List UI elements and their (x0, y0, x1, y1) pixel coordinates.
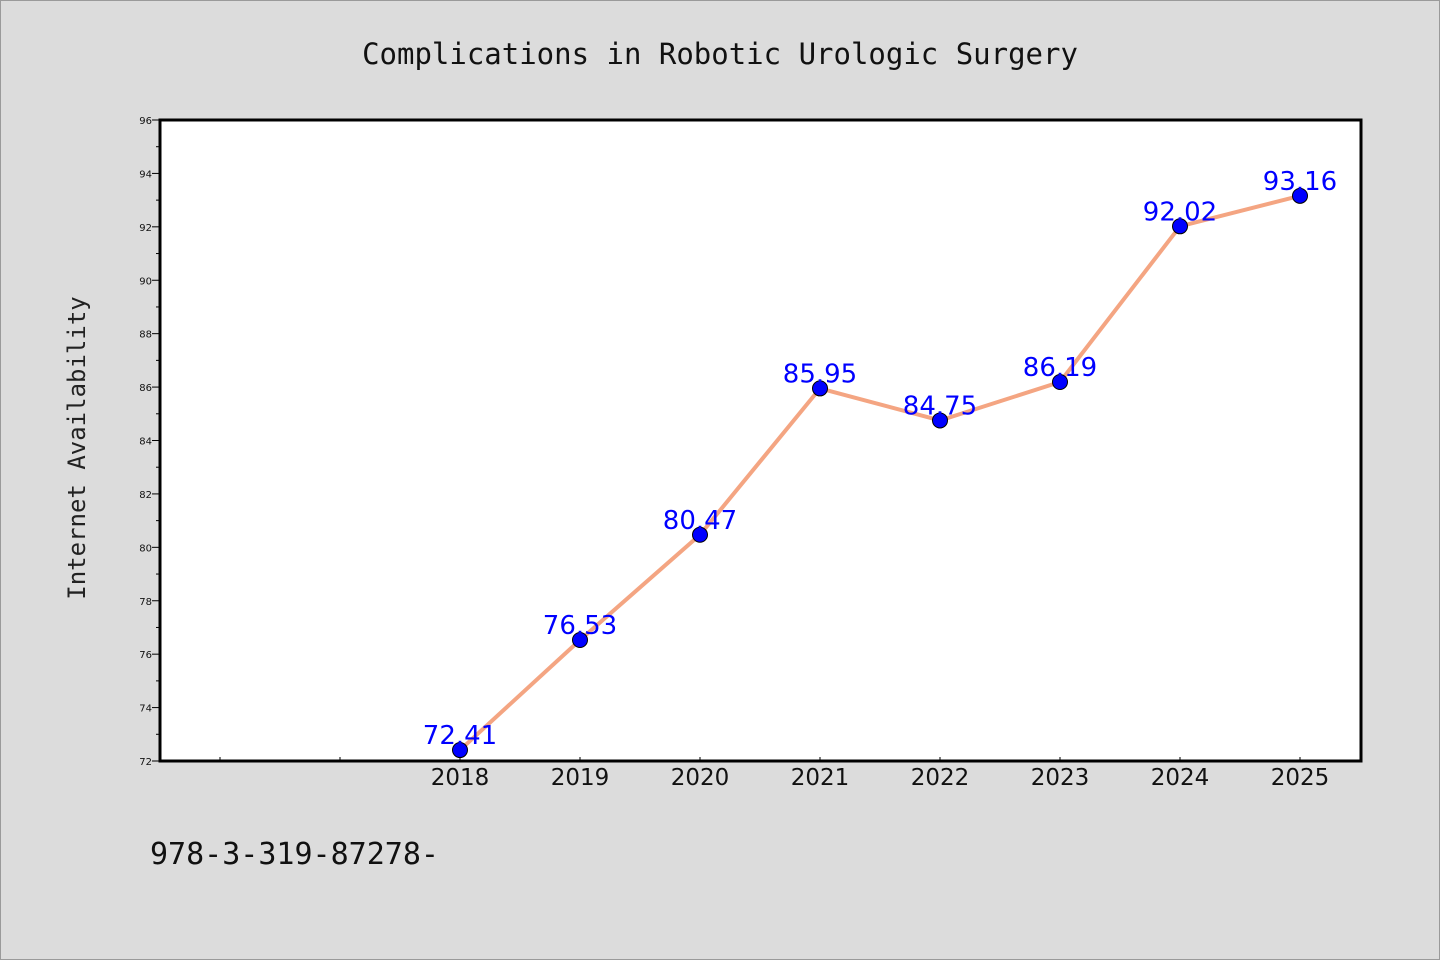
x-tick-label: 2019 (551, 765, 610, 791)
x-tick-label: 2018 (431, 765, 490, 791)
x-tick-label: 2020 (671, 765, 730, 791)
series-layer: 72.41 76.53 80.47 85.95 84.75 86.19 92.02 93.16 (423, 167, 1337, 759)
y-axis-ticks: 72 74 76 78 80 82 84 86 88 90 92 94 96 (139, 116, 160, 768)
data-label: 92.02 (1143, 197, 1217, 227)
x-tick-label: 2025 (1271, 765, 1330, 791)
x-tick-label: 2024 (1151, 765, 1210, 791)
data-point (692, 526, 708, 543)
y-tick-label: 88 (139, 330, 152, 341)
y-axis-label: Internet Availability (63, 296, 91, 599)
data-point (452, 742, 468, 759)
data-point (572, 632, 588, 649)
data-label: 80.47 (663, 506, 737, 536)
x-axis-ticks: 2018 2019 2020 2021 2022 2023 2024 2025 (219, 757, 1330, 791)
data-point (812, 380, 828, 397)
y-tick-label: 72 (139, 757, 152, 768)
y-tick-label: 74 (139, 704, 152, 715)
chart-title: Complications in Robotic Urologic Surger… (362, 37, 1078, 71)
y-tick-label: 76 (139, 650, 152, 661)
data-label: 86.19 (1023, 353, 1097, 383)
series-line (458, 193, 1301, 752)
x-tick-label: 2021 (791, 765, 850, 791)
y-tick-label: 90 (139, 276, 152, 287)
data-label: 76.53 (543, 611, 617, 641)
data-label: 72.41 (423, 721, 497, 751)
x-tick-label: 2022 (911, 765, 970, 791)
y-tick-label: 92 (139, 223, 152, 234)
plot-area (158, 118, 1363, 763)
data-label: 84.75 (903, 391, 977, 421)
y-tick-label: 78 (139, 597, 152, 608)
data-point (1052, 374, 1068, 391)
y-tick-label: 84 (139, 437, 152, 448)
data-label: 93.16 (1263, 167, 1337, 197)
y-tick-label: 94 (139, 169, 152, 180)
x-tick-label: 2023 (1031, 765, 1090, 791)
data-point (932, 412, 948, 429)
y-tick-label: 96 (139, 116, 152, 127)
data-label: 85.95 (783, 359, 857, 389)
y-tick-label: 80 (139, 543, 152, 554)
y-tick-label: 82 (139, 490, 152, 501)
y-tick-label: 86 (139, 383, 152, 394)
footnote-code: 978-3-319-87278- (150, 837, 439, 872)
data-point (1292, 187, 1308, 204)
data-point (1172, 218, 1188, 235)
